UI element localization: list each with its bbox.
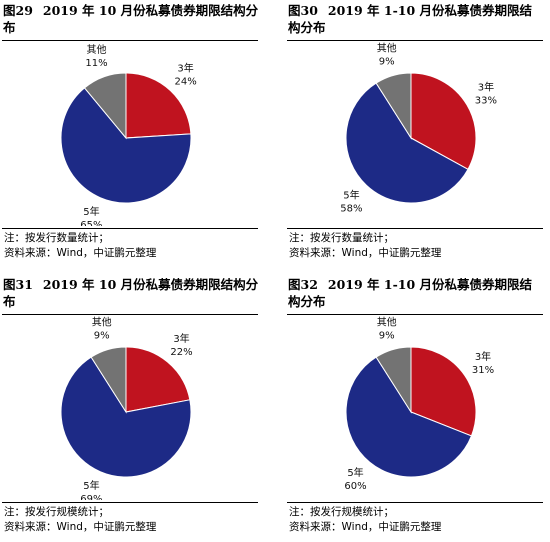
figure-notes: 注：按发行规模统计； 资料来源：Wind，中证鹏元整理 — [4, 505, 258, 535]
source-line: 资料来源：Wind，中证鹏元整理 — [4, 247, 157, 259]
figure-number: 图30 — [288, 3, 318, 18]
pie-slice-1 — [345, 356, 473, 478]
pie-slice-0 — [410, 72, 477, 170]
note-rule — [2, 228, 258, 229]
pie-chart: 3年 33% 5年 58% 其他 9% — [340, 42, 497, 214]
title-rule — [2, 314, 258, 315]
figure-title: 图32 2019 年 1-10 月份私募债券期限结构分布 — [288, 276, 544, 310]
figure-panel-32: 图32 2019 年 1-10 月份私募债券期限结构分布 3年 31% 5年 60% 其他… — [285, 274, 545, 542]
slice-label-value: 31% — [472, 365, 494, 376]
figure-title-text: 2019 年 1-10 月份私募债券期限结构分布 — [288, 3, 533, 35]
pie-chart: 3年 31% 5年 60% 其他 9% — [344, 316, 494, 492]
slice-label-name: 5年 — [347, 466, 363, 479]
slice-label-value: 11% — [85, 58, 107, 69]
pie-slice-2 — [83, 72, 127, 140]
figure-panel-29: 图29 2019 年 10 月份私募债券期限结构分布 3年 24% 5年 65% 其他 11… — [0, 0, 260, 271]
figure-title: 图29 2019 年 10 月份私募债券期限结构分布 — [3, 2, 259, 36]
note-line: 注：按发行规模统计； — [289, 506, 394, 518]
figure-panel-30: 图30 2019 年 1-10 月份私募债券期限结构分布 3年 33% 5年 58% 其他… — [285, 0, 545, 271]
pie-chart: 3年 24% 5年 65% 其他 11% — [60, 43, 197, 226]
pie-slice-0 — [125, 346, 191, 413]
slice-label-name: 5年 — [83, 479, 99, 492]
pie-slice-2 — [375, 346, 412, 414]
title-rule — [287, 40, 543, 41]
pie-slice-0 — [125, 72, 192, 139]
figure-number: 图32 — [288, 277, 318, 292]
note-rule — [287, 228, 543, 229]
pie-slice-1 — [60, 356, 192, 478]
pie-chart: 3年 22% 5年 69% 其他 9% — [60, 316, 193, 500]
figure-notes: 注：按发行数量统计； 资料来源：Wind，中证鹏元整理 — [4, 231, 258, 261]
slice-label-name: 3年 — [475, 350, 491, 363]
slice-label-value: 9% — [379, 57, 395, 68]
source-line: 资料来源：Wind，中证鹏元整理 — [4, 521, 157, 533]
title-rule — [287, 314, 543, 315]
source-line: 资料来源：Wind，中证鹏元整理 — [289, 521, 442, 533]
slice-label-value: 33% — [475, 96, 497, 107]
note-rule — [287, 502, 543, 503]
slice-label-name: 3年 — [173, 332, 189, 345]
pie-slice-1 — [60, 87, 192, 204]
note-line: 注：按发行规模统计； — [4, 506, 109, 518]
slice-label-name: 3年 — [177, 62, 193, 75]
slice-label-value: 58% — [340, 203, 362, 214]
figure-title: 图30 2019 年 1-10 月份私募债券期限结构分布 — [288, 2, 544, 36]
slice-label-name: 其他 — [92, 316, 112, 329]
figure-title-text: 2019 年 10 月份私募债券期限结构分布 — [3, 3, 259, 35]
slice-label-name: 3年 — [478, 81, 494, 94]
slice-label-name: 其他 — [377, 316, 397, 329]
figure-number: 图29 — [3, 3, 33, 18]
figure-notes: 注：按发行规模统计； 资料来源：Wind，中证鹏元整理 — [289, 505, 543, 535]
slice-label-name: 5年 — [83, 205, 99, 218]
slice-label-name: 其他 — [377, 42, 397, 55]
slice-label-value: 60% — [344, 481, 366, 492]
slice-label-value: 69% — [80, 494, 102, 500]
source-line: 资料来源：Wind，中证鹏元整理 — [289, 247, 442, 259]
title-rule — [2, 40, 258, 41]
slice-label-value: 9% — [94, 331, 110, 342]
slice-label-value: 22% — [170, 347, 192, 358]
note-rule — [2, 502, 258, 503]
figure-title-text: 2019 年 10 月份私募债券期限结构分布 — [3, 277, 259, 309]
note-line: 注：按发行数量统计； — [289, 232, 394, 244]
figure-title-text: 2019 年 1-10 月份私募债券期限结构分布 — [288, 277, 533, 309]
figure-number: 图31 — [3, 277, 33, 292]
pie-slice-2 — [375, 72, 412, 140]
figure-notes: 注：按发行数量统计； 资料来源：Wind，中证鹏元整理 — [289, 231, 543, 261]
slice-label-value: 24% — [174, 77, 196, 88]
pie-slice-2 — [90, 346, 127, 414]
pie-slice-1 — [345, 82, 469, 204]
figure-title: 图31 2019 年 10 月份私募债券期限结构分布 — [3, 276, 259, 310]
figure-panel-31: 图31 2019 年 10 月份私募债券期限结构分布 3年 22% 5年 69% 其他 9%… — [0, 274, 260, 542]
slice-label-name: 其他 — [87, 43, 107, 56]
pie-slice-0 — [410, 346, 477, 437]
slice-label-value: 65% — [80, 220, 102, 226]
note-line: 注：按发行数量统计； — [4, 232, 109, 244]
slice-label-name: 5年 — [343, 188, 359, 201]
slice-label-value: 9% — [379, 331, 395, 342]
